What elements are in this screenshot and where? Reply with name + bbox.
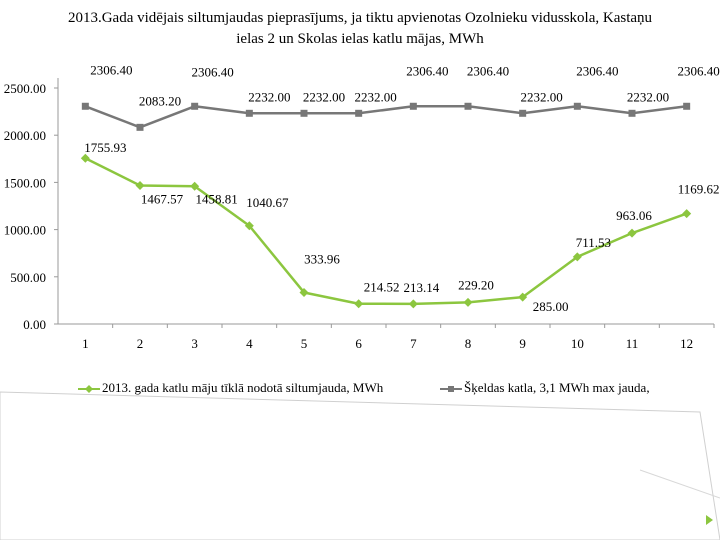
data-label-series-1: 333.96 — [304, 251, 340, 266]
data-label-series-2: 2083.20 — [139, 93, 181, 108]
series-line-1 — [84, 157, 688, 306]
data-point-series-1 — [244, 221, 254, 231]
data-point-series-2 — [409, 102, 417, 110]
y-tick-label: 2000.00 — [4, 128, 46, 143]
x-tick-label: 4 — [246, 336, 253, 351]
data-label-series-2: 2306.40 — [90, 62, 132, 77]
data-point-series-2 — [628, 109, 636, 117]
chart-title-line-2: ielas 2 un Skolas ielas katlu mājas, MWh — [236, 31, 484, 47]
data-point-series-2 — [81, 102, 89, 110]
chart-title: 2013.Gada vidējais siltumjaudas pieprasī… — [0, 8, 720, 50]
data-label-series-2: 2232.00 — [627, 89, 669, 104]
chart-title-line-1: 2013.Gada vidējais siltumjaudas pieprasī… — [67, 10, 653, 26]
y-tick-label: 0.00 — [23, 317, 46, 332]
y-tick-label: 1000.00 — [4, 223, 46, 238]
x-tick-label: 12 — [680, 336, 693, 351]
x-tick-label: 7 — [410, 336, 417, 351]
data-label-series-1: 285.00 — [533, 299, 569, 314]
data-label-series-2: 2232.00 — [248, 89, 290, 104]
data-point-series-1 — [354, 299, 364, 309]
data-label-series-1: 1467.57 — [141, 191, 184, 206]
x-tick-label: 11 — [626, 336, 639, 351]
data-label-series-1: 1040.67 — [246, 195, 289, 210]
data-point-series-1 — [408, 299, 418, 309]
data-point-series-2 — [191, 102, 199, 110]
data-label-series-2: 2232.00 — [521, 89, 563, 104]
legend-label-series-1: 2013. gada katlu māju tīklā nodotā siltu… — [102, 380, 384, 395]
data-point-series-1 — [518, 292, 528, 302]
data-point-series-1 — [299, 287, 309, 297]
data-point-series-1 — [80, 153, 90, 163]
data-point-series-1 — [135, 180, 145, 190]
data-label-series-2: 2232.00 — [355, 89, 397, 104]
legend-marker-square-icon — [440, 386, 462, 393]
data-label-series-1: 963.06 — [616, 208, 652, 223]
data-label-series-1: 1755.93 — [84, 140, 126, 155]
data-point-series-2 — [136, 123, 144, 131]
x-tick-label: 6 — [355, 336, 362, 351]
data-label-series-1: 229.20 — [458, 277, 494, 292]
x-tick-label: 5 — [301, 336, 308, 351]
data-label-series-1: 1169.62 — [678, 182, 720, 197]
x-tick-label: 3 — [191, 336, 198, 351]
series-line-2 — [84, 105, 687, 129]
y-tick-label: 2500.00 — [4, 81, 46, 96]
data-label-series-2: 2306.40 — [192, 64, 234, 79]
data-label-series-1: 711.53 — [576, 235, 611, 250]
data-point-series-1 — [463, 297, 473, 307]
legend-item-series-1: 2013. gada katlu māju tīklā nodotā siltu… — [78, 380, 383, 396]
x-tick-label: 9 — [519, 336, 526, 351]
data-point-series-1 — [190, 181, 200, 191]
legend-marker-diamond-icon — [78, 385, 100, 394]
x-tick-label: 1 — [82, 336, 89, 351]
x-tick-label: 10 — [571, 336, 584, 351]
data-label-series-1: 213.14 — [403, 280, 439, 295]
data-label-series-2: 2306.40 — [576, 63, 618, 78]
slide-arrow-icon — [706, 515, 713, 525]
data-label-series-2: 2306.40 — [678, 63, 720, 78]
data-point-series-2 — [355, 109, 363, 117]
legend-item-series-2: Šķeldas katla, 3,1 MWh max jauda, — [440, 380, 650, 396]
data-label-series-1: 1458.81 — [196, 191, 238, 206]
data-label-series-2: 2232.00 — [303, 89, 345, 104]
x-tick-label: 2 — [137, 336, 144, 351]
data-point-series-1 — [627, 228, 637, 238]
legend-label-series-2: Šķeldas katla, 3,1 MWh max jauda, — [464, 380, 650, 395]
data-label-series-2: 2306.40 — [406, 63, 448, 78]
data-point-series-1 — [682, 209, 692, 219]
data-point-series-1 — [572, 252, 582, 262]
data-point-series-2 — [683, 102, 691, 110]
data-label-series-1: 214.52 — [364, 280, 400, 295]
data-point-series-2 — [300, 109, 308, 117]
data-label-series-2: 2306.40 — [467, 63, 509, 78]
data-point-series-2 — [245, 109, 253, 117]
y-tick-label: 500.00 — [10, 270, 46, 285]
data-point-series-2 — [519, 109, 527, 117]
data-point-series-2 — [573, 102, 581, 110]
y-tick-label: 1500.00 — [4, 175, 46, 190]
data-point-series-2 — [464, 102, 472, 110]
x-tick-label: 8 — [465, 336, 472, 351]
